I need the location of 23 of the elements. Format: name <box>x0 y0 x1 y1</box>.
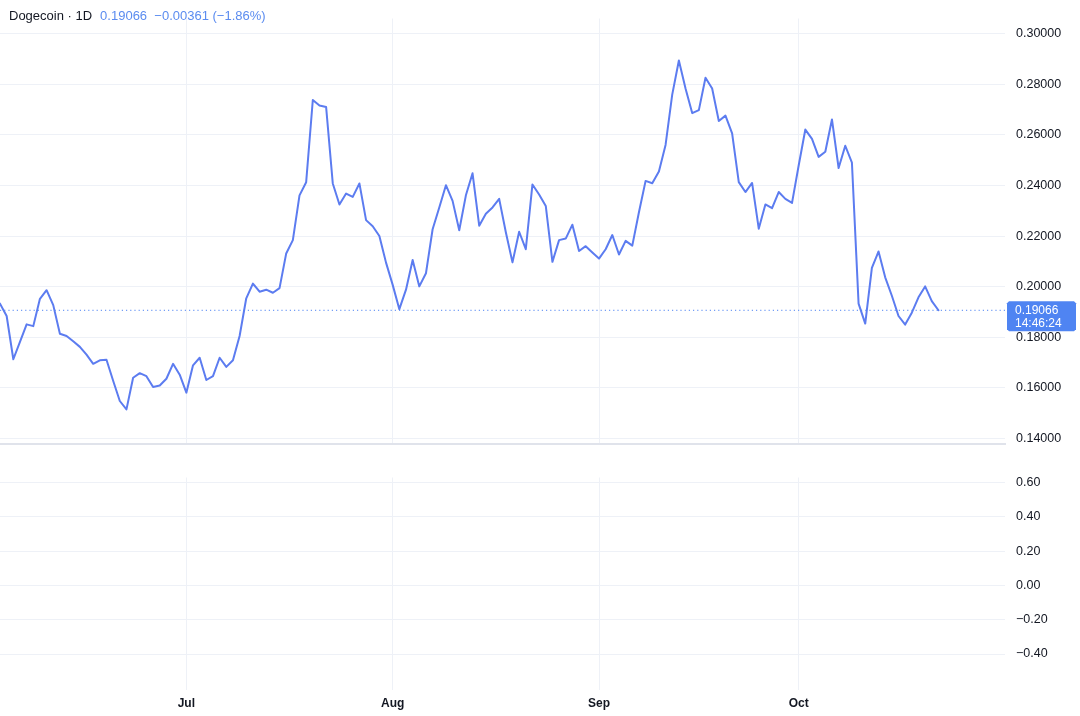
y-tick-label: −0.40 <box>1016 646 1048 661</box>
y-tick-label: −0.20 <box>1016 612 1048 627</box>
y-tick-label: 0.26000 <box>1016 127 1062 142</box>
y-tick-label: 0.60 <box>1016 475 1041 490</box>
y-tick-label: 0.16000 <box>1016 380 1062 395</box>
y-tick-label: 0.20 <box>1016 543 1041 558</box>
ref-line-label: 0.19066 <box>1015 302 1059 317</box>
y-tick-label: 0.28000 <box>1016 76 1062 91</box>
y-tick-label: 0.00 <box>1016 577 1041 592</box>
chart-title: Dogecoin · 1D <box>9 8 93 23</box>
y-tick-label: 0.22000 <box>1016 228 1062 243</box>
x-tick-label: Oct <box>788 695 809 710</box>
text: 14:46:24 <box>1015 315 1063 330</box>
y-tick-label: 0.40 <box>1016 509 1041 524</box>
y-tick-label: 0.18000 <box>1016 329 1062 344</box>
x-tick-label: Jul <box>177 695 196 710</box>
y-tick-label: 0.14000 <box>1016 430 1062 445</box>
chart-subtitle: 0.19066 −0.00361 (−1.86%) <box>100 8 266 23</box>
y-tick-label: 0.20000 <box>1016 279 1062 294</box>
x-tick-label: Aug <box>381 695 405 710</box>
y-tick-label: 0.30000 <box>1016 26 1062 41</box>
x-tick-label: Sep <box>588 695 611 710</box>
y-tick-label: 0.24000 <box>1016 177 1062 192</box>
